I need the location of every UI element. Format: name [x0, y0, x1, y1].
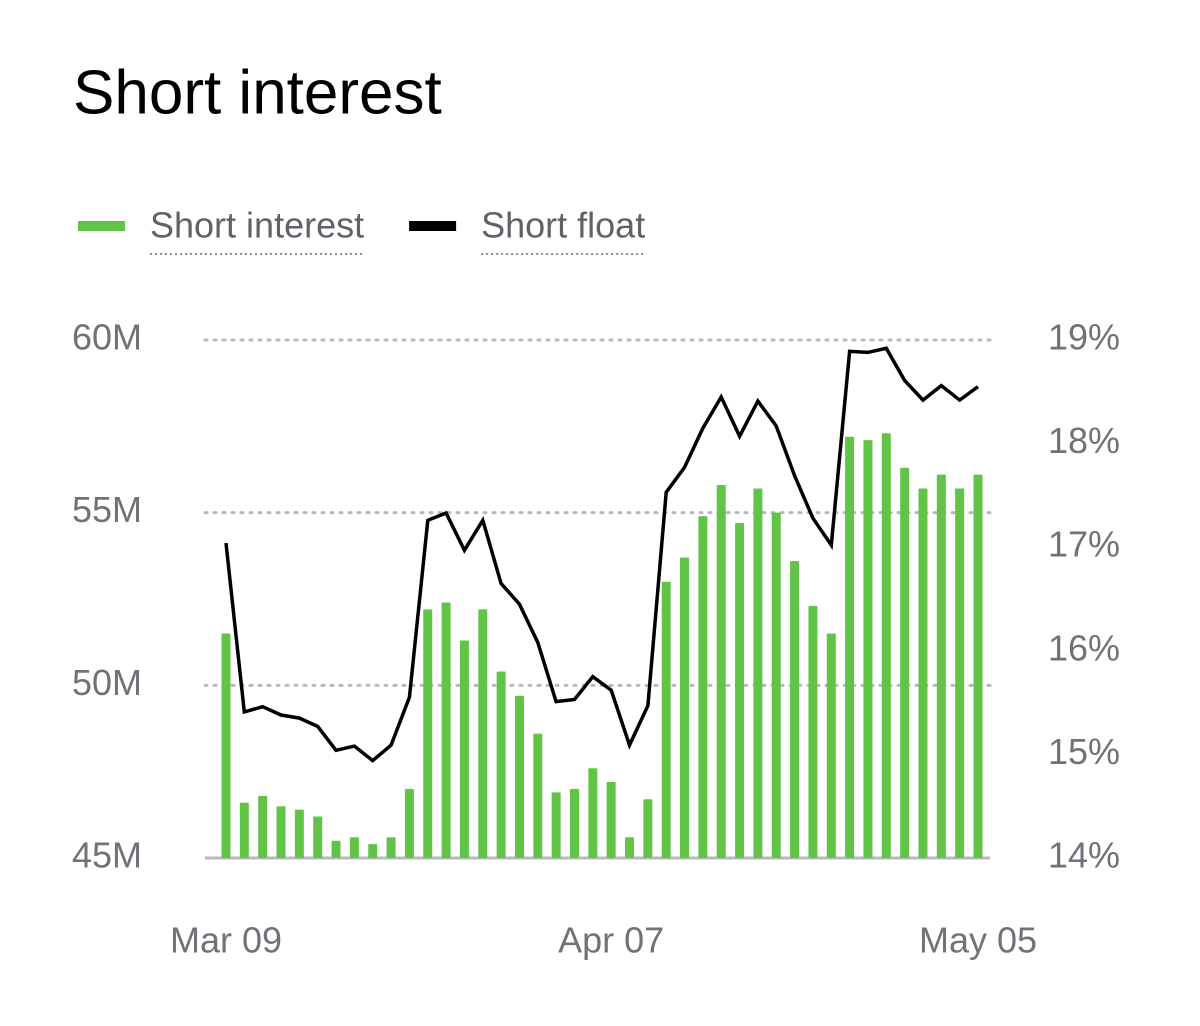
- legend-swatch: [409, 221, 457, 231]
- bar: [423, 609, 433, 858]
- bar: [826, 633, 836, 858]
- x-tick-label: May 05: [919, 920, 1037, 961]
- bar: [551, 792, 561, 858]
- x-tick-label: Apr 07: [558, 920, 664, 961]
- bar: [661, 581, 671, 858]
- y2-tick-label: 15%: [1048, 731, 1120, 772]
- bar: [918, 488, 928, 858]
- bar: [533, 733, 543, 858]
- bar: [955, 488, 965, 858]
- bar: [588, 768, 598, 858]
- bar: [404, 788, 414, 858]
- y-tick-label: 45M: [72, 835, 142, 876]
- x-tick-label: Mar 09: [170, 920, 282, 961]
- bar: [643, 799, 653, 858]
- bar: [845, 436, 855, 858]
- chart-title: Short interest: [73, 58, 442, 127]
- y2-tick-label: 14%: [1048, 835, 1120, 876]
- bar: [569, 788, 579, 858]
- bar: [771, 512, 781, 858]
- bar: [606, 782, 616, 858]
- y-tick-label: 60M: [72, 317, 142, 358]
- bar: [900, 467, 910, 858]
- bar: [790, 561, 800, 858]
- bar: [808, 605, 818, 858]
- legend-swatch: [78, 221, 125, 231]
- bar: [625, 837, 635, 858]
- bar: [973, 474, 983, 858]
- bar: [459, 640, 469, 858]
- bar: [441, 602, 451, 858]
- y-tick-label: 50M: [72, 662, 142, 703]
- legend-label: Short float: [481, 205, 645, 246]
- bar: [331, 840, 341, 858]
- legend-label: Short interest: [150, 205, 364, 246]
- bar: [239, 802, 249, 858]
- bar: [368, 844, 378, 858]
- bar: [496, 671, 506, 858]
- y2-tick-label: 19%: [1048, 317, 1120, 358]
- bar: [716, 485, 726, 858]
- bar: [936, 474, 946, 858]
- bar: [478, 609, 488, 858]
- bar: [313, 816, 323, 858]
- bar: [680, 557, 690, 858]
- y2-tick-label: 16%: [1048, 627, 1120, 668]
- bar: [753, 488, 763, 858]
- bar: [258, 795, 268, 858]
- bar: [514, 695, 524, 858]
- bar: [698, 516, 708, 858]
- line: [224, 346, 980, 763]
- bar: [735, 523, 745, 858]
- bar: [881, 433, 891, 858]
- bar: [276, 806, 286, 858]
- bar: [221, 633, 231, 858]
- bar: [349, 837, 359, 858]
- y2-tick-label: 17%: [1048, 524, 1120, 565]
- bar: [386, 837, 396, 858]
- bar: [863, 440, 873, 858]
- bar: [294, 809, 304, 858]
- y-tick-label: 55M: [72, 489, 142, 530]
- y2-tick-label: 18%: [1048, 420, 1120, 461]
